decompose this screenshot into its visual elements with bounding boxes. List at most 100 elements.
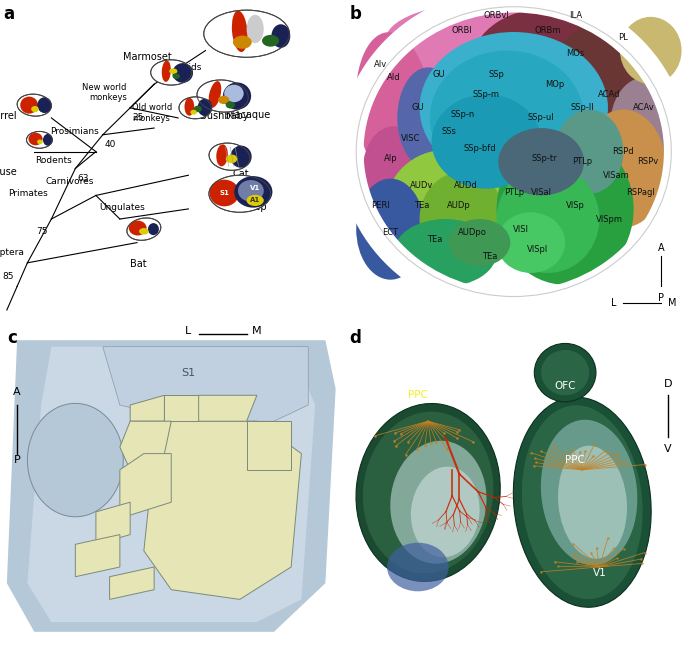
Text: PM: PM [262, 442, 276, 452]
Text: 40: 40 [104, 140, 116, 149]
Ellipse shape [449, 219, 510, 266]
Ellipse shape [419, 172, 505, 266]
Text: VISp: VISp [566, 201, 585, 210]
Ellipse shape [179, 97, 212, 119]
Text: TEa: TEa [414, 201, 429, 210]
Ellipse shape [162, 60, 171, 82]
Ellipse shape [262, 35, 279, 47]
Text: Old world
monkeys: Old world monkeys [132, 103, 172, 122]
Ellipse shape [151, 60, 192, 85]
Ellipse shape [232, 10, 248, 52]
Text: a: a [3, 5, 14, 23]
Ellipse shape [223, 82, 251, 110]
Text: MOp: MOp [545, 80, 564, 89]
PathPatch shape [27, 347, 315, 622]
Text: D: D [664, 379, 672, 389]
Ellipse shape [397, 67, 459, 168]
Text: RSPd: RSPd [612, 147, 634, 156]
Ellipse shape [419, 32, 608, 183]
Text: 25: 25 [132, 113, 143, 122]
PathPatch shape [199, 395, 257, 421]
Ellipse shape [534, 343, 596, 402]
Ellipse shape [610, 78, 678, 179]
Ellipse shape [363, 411, 493, 573]
Ellipse shape [497, 165, 599, 273]
Text: AIv: AIv [373, 60, 387, 69]
Ellipse shape [29, 133, 42, 145]
Text: LM: LM [137, 478, 151, 488]
Ellipse shape [390, 441, 486, 564]
Ellipse shape [198, 98, 212, 116]
Ellipse shape [498, 128, 584, 196]
Ellipse shape [271, 24, 290, 48]
Ellipse shape [247, 195, 264, 206]
Ellipse shape [238, 180, 264, 202]
PathPatch shape [96, 502, 130, 544]
Ellipse shape [209, 81, 221, 108]
Text: Marmoset: Marmoset [123, 52, 172, 62]
Ellipse shape [473, 6, 637, 115]
PathPatch shape [75, 535, 120, 577]
Text: Bat: Bat [130, 259, 147, 270]
Text: SSp-bfd: SSp-bfd [463, 144, 496, 153]
Ellipse shape [497, 133, 634, 284]
Text: AUDp: AUDp [447, 201, 471, 210]
Text: AId: AId [387, 73, 401, 82]
Text: VISal: VISal [531, 187, 551, 196]
Text: Cat: Cat [233, 168, 249, 179]
Text: RSPagl: RSPagl [626, 187, 655, 196]
Ellipse shape [216, 145, 228, 167]
Text: VISpl: VISpl [527, 245, 549, 254]
Text: ECT: ECT [382, 228, 399, 237]
Ellipse shape [411, 467, 480, 557]
Text: PL: PL [619, 32, 628, 41]
Text: Ungulates: Ungulates [99, 203, 145, 212]
Text: VISC: VISC [401, 133, 421, 143]
Text: V1: V1 [593, 568, 606, 579]
Text: RL: RL [175, 403, 188, 413]
Text: A1: A1 [250, 198, 260, 203]
Text: PERI: PERI [371, 201, 390, 210]
Ellipse shape [356, 404, 500, 581]
Text: AUDv: AUDv [410, 181, 433, 190]
Text: Primates: Primates [8, 189, 48, 198]
Ellipse shape [548, 25, 651, 143]
Text: b: b [349, 5, 361, 23]
PathPatch shape [110, 567, 154, 599]
Ellipse shape [387, 543, 449, 591]
PathPatch shape [7, 340, 336, 632]
Text: 63: 63 [77, 174, 88, 183]
Ellipse shape [173, 63, 193, 83]
Ellipse shape [620, 17, 682, 84]
Text: Hominids: Hominids [159, 63, 201, 72]
PathPatch shape [247, 421, 291, 470]
Ellipse shape [37, 139, 42, 145]
Text: ORBl: ORBl [452, 26, 473, 35]
Ellipse shape [225, 102, 235, 108]
Text: OFC: OFC [554, 380, 576, 391]
Ellipse shape [432, 95, 541, 189]
PathPatch shape [164, 395, 199, 421]
Text: Rodents: Rodents [35, 156, 72, 165]
Text: Squirrel: Squirrel [0, 111, 17, 121]
Ellipse shape [169, 69, 177, 74]
Text: A: A [658, 243, 664, 253]
Text: PPC: PPC [408, 390, 428, 400]
Text: ILA: ILA [569, 10, 582, 19]
Ellipse shape [356, 32, 432, 183]
Ellipse shape [17, 94, 51, 116]
Ellipse shape [127, 218, 161, 240]
Ellipse shape [580, 110, 666, 227]
PathPatch shape [120, 421, 171, 470]
Text: RSPv: RSPv [636, 157, 658, 167]
Text: Carnivores: Carnivores [46, 178, 94, 187]
Ellipse shape [139, 228, 149, 235]
Text: L: L [611, 298, 616, 308]
Text: PPC: PPC [565, 455, 586, 465]
PathPatch shape [130, 395, 164, 421]
Ellipse shape [32, 106, 38, 112]
Ellipse shape [233, 36, 251, 49]
Text: Macaque: Macaque [226, 110, 271, 120]
Ellipse shape [37, 97, 52, 113]
Ellipse shape [27, 132, 52, 148]
